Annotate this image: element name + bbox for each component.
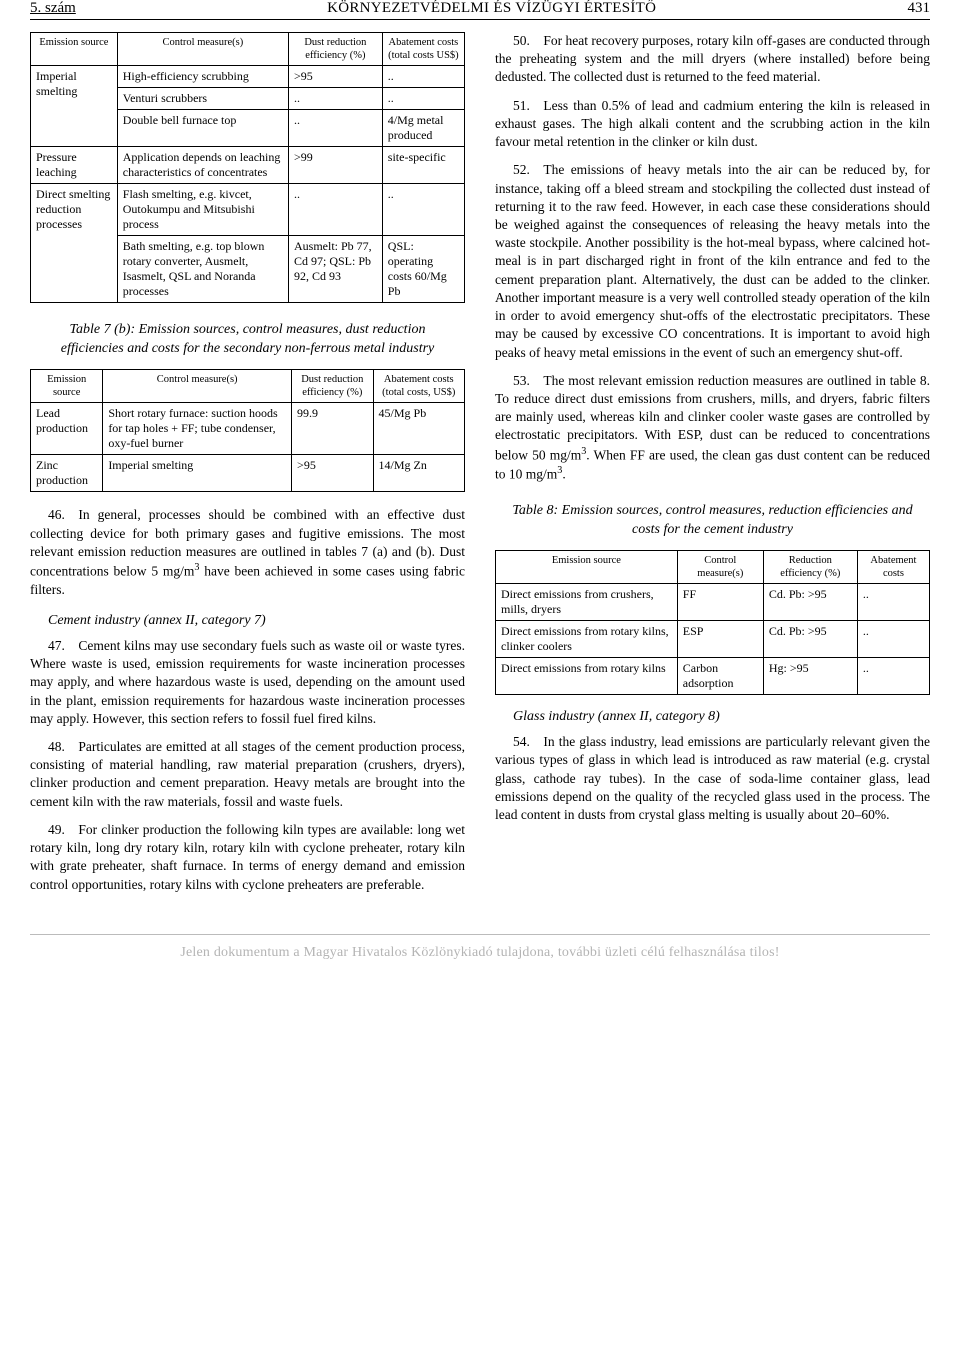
t8-h2: Reduction efficiency (%) bbox=[763, 550, 857, 583]
cell: >99 bbox=[288, 147, 382, 184]
cell: Pressure leaching bbox=[31, 147, 118, 184]
cell: .. bbox=[382, 184, 464, 236]
paragraph-52: 52. The emissions of heavy metals into t… bbox=[495, 161, 930, 361]
glass-industry-heading: Glass industry (annex II, category 8) bbox=[513, 709, 930, 725]
cell: Application depends on leaching characte… bbox=[117, 147, 288, 184]
cell: Carbon adsorption bbox=[677, 658, 763, 695]
t7b-h3: Abatement costs (total costs, US$) bbox=[373, 370, 464, 403]
left-column: Emission source Control measure(s) Dust … bbox=[30, 32, 465, 904]
cement-industry-heading: Cement industry (annex II, category 7) bbox=[48, 613, 465, 629]
cell: Direct emissions from rotary kilns, clin… bbox=[496, 621, 678, 658]
table-8-caption: Table 8: Emission sources, control measu… bbox=[505, 502, 920, 540]
t7a-h1: Control measure(s) bbox=[117, 33, 288, 66]
cell: High-efficiency scrubbing bbox=[117, 66, 288, 88]
header-center: KÖRNYEZETVÉDELMI ÉS VÍZÜGYI ÉRTESÍTŐ bbox=[327, 0, 656, 17]
table-row: Direct smelting reduction processes Flas… bbox=[31, 184, 465, 236]
cell: .. bbox=[288, 88, 382, 110]
t7a-h2: Dust reduction efficiency (%) bbox=[288, 33, 382, 66]
cell: .. bbox=[857, 584, 929, 621]
table-row: Direct emissions from rotary kilns, clin… bbox=[496, 621, 930, 658]
cell: Zinc production bbox=[31, 455, 103, 492]
cell: QSL: operating costs 60/Mg Pb bbox=[382, 236, 464, 303]
paragraph-47: 47. Cement kilns may use secondary fuels… bbox=[30, 637, 465, 728]
table-7b-caption: Table 7 (b): Emission sources, control m… bbox=[40, 321, 455, 359]
header-left: 5. szám bbox=[30, 0, 76, 17]
cell: ESP bbox=[677, 621, 763, 658]
table-row: Direct emissions from crushers, mills, d… bbox=[496, 584, 930, 621]
table-row: Zinc production Imperial smelting >95 14… bbox=[31, 455, 465, 492]
t7b-h0: Emission source bbox=[31, 370, 103, 403]
footer-watermark: Jelen dokumentum a Magyar Hivatalos Közl… bbox=[30, 934, 930, 961]
cell: Ausmelt: Pb 77, Cd 97; QSL: Pb 92, Cd 93 bbox=[288, 236, 382, 303]
cell: Imperial smelting bbox=[31, 66, 118, 147]
cell: .. bbox=[382, 88, 464, 110]
cell: >95 bbox=[292, 455, 373, 492]
cell: Lead production bbox=[31, 403, 103, 455]
cell: .. bbox=[288, 184, 382, 236]
cell: 45/Mg Pb bbox=[373, 403, 464, 455]
t7a-h3: Abatement costs (total costs US$) bbox=[382, 33, 464, 66]
cell: .. bbox=[288, 110, 382, 147]
cell: Short rotary furnace: suction hoods for … bbox=[103, 403, 292, 455]
cell: 4/Mg metal produced bbox=[382, 110, 464, 147]
t7a-h0: Emission source bbox=[31, 33, 118, 66]
table-8: Emission source Control measure(s) Reduc… bbox=[495, 550, 930, 695]
paragraph-48: 48. Particulates are emitted at all stag… bbox=[30, 738, 465, 811]
cell: 14/Mg Zn bbox=[373, 455, 464, 492]
p53-text-c: . bbox=[562, 467, 565, 482]
cell: Direct emissions from crushers, mills, d… bbox=[496, 584, 678, 621]
t7b-h2: Dust reduction efficiency (%) bbox=[292, 370, 373, 403]
cell: Cd. Pb: >95 bbox=[763, 621, 857, 658]
cell: Cd. Pb: >95 bbox=[763, 584, 857, 621]
two-column-layout: Emission source Control measure(s) Dust … bbox=[30, 32, 930, 904]
table-7a: Emission source Control measure(s) Dust … bbox=[30, 32, 465, 303]
t8-h1: Control measure(s) bbox=[677, 550, 763, 583]
paragraph-54: 54. In the glass industry, lead emission… bbox=[495, 733, 930, 824]
cell: 99.9 bbox=[292, 403, 373, 455]
cell: Direct smelting reduction processes bbox=[31, 184, 118, 303]
table-row: Imperial smelting High-efficiency scrubb… bbox=[31, 66, 465, 88]
paragraph-50: 50. For heat recovery purposes, rotary k… bbox=[495, 32, 930, 87]
t8-h3: Abatement costs bbox=[857, 550, 929, 583]
cell: .. bbox=[382, 66, 464, 88]
table-7b: Emission source Control measure(s) Dust … bbox=[30, 369, 465, 492]
cell: Bath smelting, e.g. top blown rotary con… bbox=[117, 236, 288, 303]
cell: .. bbox=[857, 658, 929, 695]
paragraph-46: 46. In general, processes should be comb… bbox=[30, 506, 465, 599]
paragraph-49: 49. For clinker production the following… bbox=[30, 821, 465, 894]
cell: Flash smelting, e.g. kivcet, Outokumpu a… bbox=[117, 184, 288, 236]
cell: Venturi scrubbers bbox=[117, 88, 288, 110]
table-row: Direct emissions from rotary kilns Carbo… bbox=[496, 658, 930, 695]
cell: Direct emissions from rotary kilns bbox=[496, 658, 678, 695]
cell: FF bbox=[677, 584, 763, 621]
table-row: Lead production Short rotary furnace: su… bbox=[31, 403, 465, 455]
cell: Imperial smelting bbox=[103, 455, 292, 492]
paragraph-51: 51. Less than 0.5% of lead and cadmium e… bbox=[495, 97, 930, 152]
cell: .. bbox=[857, 621, 929, 658]
paragraph-53: 53. The most relevant emission reduction… bbox=[495, 372, 930, 484]
cell: Double bell furnace top bbox=[117, 110, 288, 147]
cell: >95 bbox=[288, 66, 382, 88]
page-header: 5. szám KÖRNYEZETVÉDELMI ÉS VÍZÜGYI ÉRTE… bbox=[30, 0, 930, 20]
t7b-h1: Control measure(s) bbox=[103, 370, 292, 403]
t8-h0: Emission source bbox=[496, 550, 678, 583]
right-column: 50. For heat recovery purposes, rotary k… bbox=[495, 32, 930, 904]
cell: site-specific bbox=[382, 147, 464, 184]
cell: Hg: >95 bbox=[763, 658, 857, 695]
header-page-number: 431 bbox=[908, 0, 931, 17]
table-row: Pressure leaching Application depends on… bbox=[31, 147, 465, 184]
